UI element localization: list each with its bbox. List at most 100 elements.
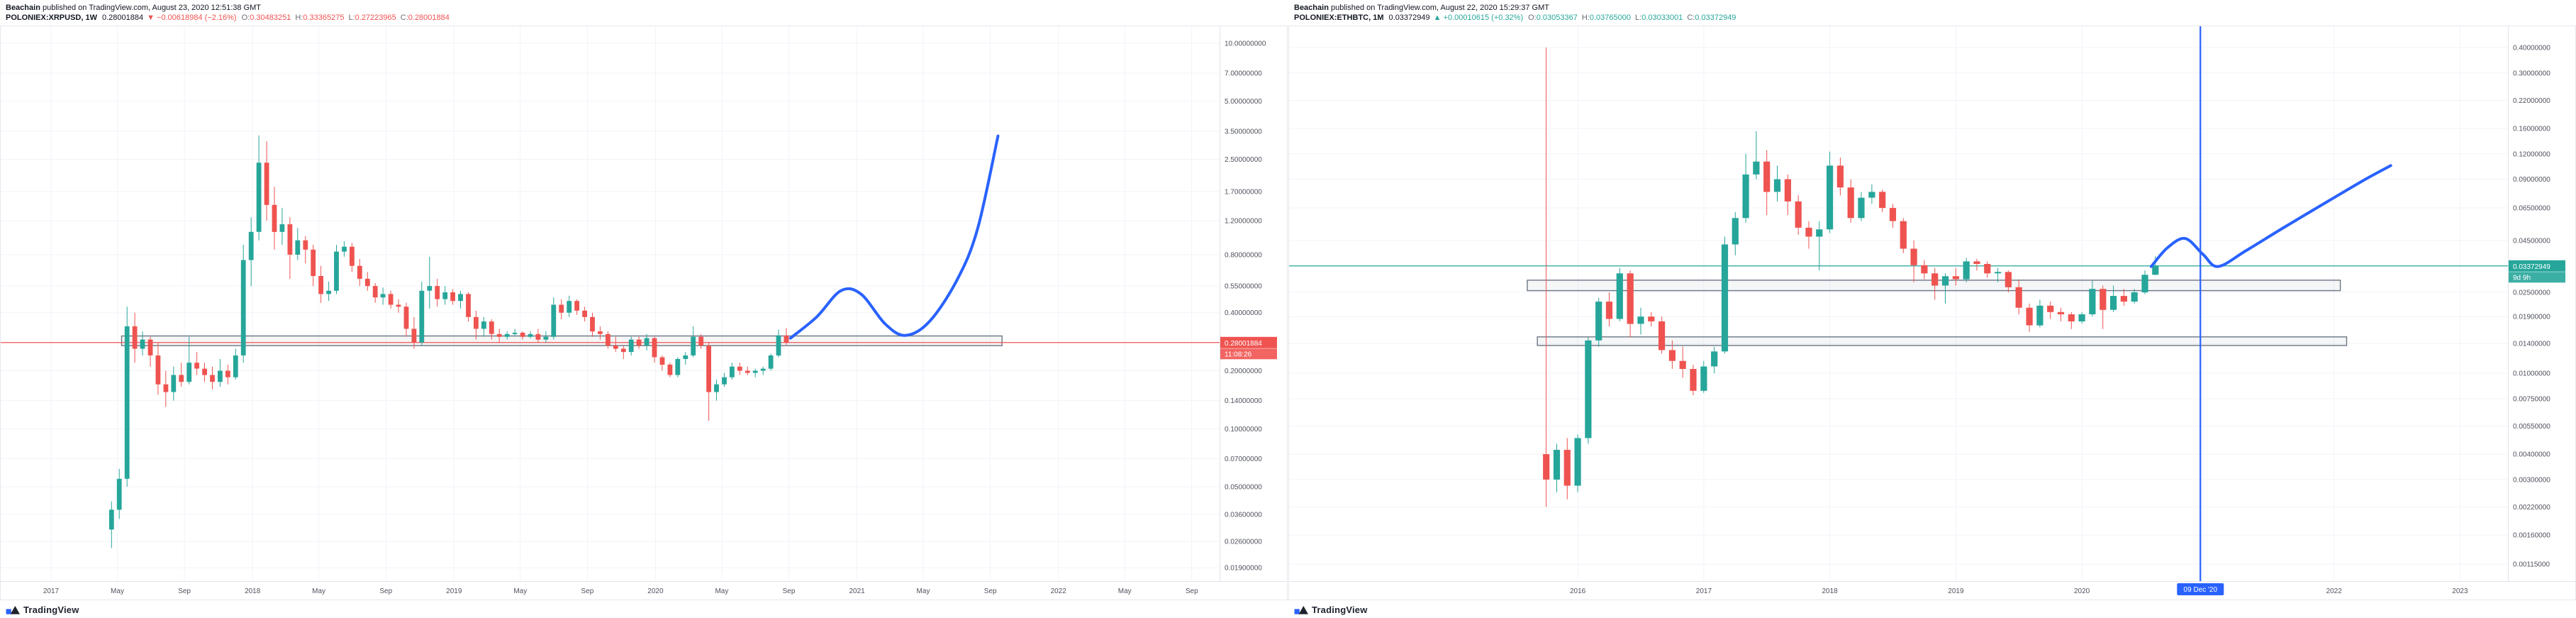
svg-text:2019: 2019 [1948,587,1964,595]
ohlc-low-value: 0.27223965 [355,13,396,22]
svg-text:0.00550000: 0.00550000 [2513,423,2550,431]
svg-text:0.05000000: 0.05000000 [1225,484,1262,492]
ohlc-open-label: O: [241,13,250,22]
grid [1,26,1220,581]
svg-text:2017: 2017 [43,587,60,595]
support-resistance-box[interactable] [1537,336,2348,346]
chart-panel-xrpusd: Beachain published on TradingView.com, A… [0,4,1288,615]
svg-text:0.40000000: 0.40000000 [2513,45,2550,53]
svg-text:0.00300000: 0.00300000 [2513,476,2550,484]
svg-text:0.01000000: 0.01000000 [2513,370,2550,378]
time-axis[interactable]: 2017 May Sep 2018 May Sep 2019 May Sep 2020 May Sep… [43,587,1198,595]
candles [108,136,789,548]
symbol-name[interactable]: POLONIEX:XRPUSD, 1W [6,13,97,22]
svg-text:2020: 2020 [647,587,664,595]
svg-text:0.28001884: 0.28001884 [1225,340,1262,348]
svg-text:May: May [111,587,124,595]
chart-area-ethbtc[interactable]: 0.40000000 0.30000000 0.22000000 0.16000000… [1288,26,2576,600]
date-axis-label: 09 Dec '20 [2177,583,2224,595]
svg-text:0.00160000: 0.00160000 [2513,532,2550,540]
tradingview-logo-icon [1294,605,1308,614]
svg-text:0.01900000: 0.01900000 [1225,565,1262,573]
ohlc-close-value: 0.28001884 [408,13,450,22]
support-resistance-box[interactable] [121,335,1003,346]
svg-text:10.00000000: 10.00000000 [1225,40,1266,48]
ohlc-high-value: 0.33365275 [303,13,345,22]
author-link[interactable]: Beachain [1294,4,1329,12]
author-link[interactable]: Beachain [6,4,40,12]
symbol-legend: POLONIEX:XRPUSD, 1W 0.28001884 ▼ −0.006189… [6,13,454,23]
publish-line: Beachain published on TradingView.com, A… [6,4,261,13]
svg-text:May: May [312,587,325,595]
svg-text:0.04500000: 0.04500000 [2513,237,2550,245]
publish-line: Beachain published on TradingView.com, A… [1294,4,1549,13]
ohlc-low-label: L: [348,13,355,22]
ohlc-low-value: 0.03033001 [1641,13,1683,22]
svg-text:2023: 2023 [2452,587,2468,595]
ohlc-open: O:0.03053367 [1528,13,1578,22]
svg-text:Sep: Sep [581,587,594,595]
price-axis[interactable]: 10.00000000 7.00000000 5.00000000 3.5000000… [1225,40,1266,572]
svg-text:Sep: Sep [783,587,796,595]
ohlc-open-value: 0.30483251 [250,13,291,22]
svg-text:09 Dec '20: 09 Dec '20 [2184,586,2218,594]
svg-text:2020: 2020 [2074,587,2090,595]
bar-close-countdown: 9d 9h [2513,274,2531,282]
ohlc-open: O:0.30483251 [242,13,291,22]
ohlc-high-value: 0.03765000 [1589,13,1631,22]
publish-info: published on TradingView.com, August 23,… [40,4,261,12]
price-change: ▼ −0.00618984 (−2.16%) [147,13,237,22]
price-chart-svg-xrpusd[interactable]: 10.00000000 7.00000000 5.00000000 3.5000000… [1,26,1287,600]
last-price: 0.28001884 [101,13,144,22]
tradingview-wordmark: TradingView [23,605,79,615]
svg-text:0.01400000: 0.01400000 [2513,341,2550,348]
svg-text:0.16000000: 0.16000000 [2513,126,2550,133]
svg-text:0.40000000: 0.40000000 [1225,309,1262,317]
projection-curve[interactable] [788,134,1000,340]
svg-text:0.09000000: 0.09000000 [2513,176,2550,184]
svg-text:2018: 2018 [1822,587,1838,595]
time-axis[interactable]: 2016 2017 2018 2019 2020 2022 2023 [1570,587,2468,595]
ohlc-low: L:0.27223965 [348,13,396,22]
svg-text:May: May [917,587,930,595]
svg-text:0.03600000: 0.03600000 [1225,511,1262,519]
svg-text:0.00115000: 0.00115000 [2513,561,2550,569]
chart-panel-ethbtc: Beachain published on TradingView.com, A… [1288,0,2576,618]
svg-text:5.00000000: 5.00000000 [1225,98,1262,106]
svg-text:Sep: Sep [984,587,997,595]
svg-text:Sep: Sep [379,587,392,595]
svg-text:0.80000000: 0.80000000 [1225,251,1262,259]
symbol-legend: POLONIEX:ETHBTC, 1M 0.03372949 ▲ +0.000106… [1294,13,1740,23]
projection-curve[interactable] [2149,164,2392,268]
ohlc-high: H:0.03765000 [1582,13,1631,22]
svg-text:0.10000000: 0.10000000 [1225,426,1262,434]
svg-text:Sep: Sep [178,587,191,595]
chart-area-xrpusd[interactable]: 10.00000000 7.00000000 5.00000000 3.5000000… [0,26,1288,600]
ohlc-low-label: L: [1635,13,1642,22]
svg-text:2016: 2016 [1570,587,1586,595]
ohlc-close-label: C: [400,13,408,22]
svg-text:Sep: Sep [1186,587,1198,595]
price-axis-label: 0.28001884 11:08:26 [1220,336,1277,360]
ohlc-close: C:0.28001884 [401,13,450,22]
price-axis[interactable]: 0.40000000 0.30000000 0.22000000 0.16000000… [2513,45,2550,569]
price-chart-svg-ethbtc[interactable]: 0.40000000 0.30000000 0.22000000 0.16000000… [1289,26,2575,600]
svg-text:May: May [513,587,527,595]
symbol-name[interactable]: POLONIEX:ETHBTC, 1M [1294,13,1384,22]
svg-text:0.07000000: 0.07000000 [1225,456,1262,463]
svg-text:2.50000000: 2.50000000 [1225,156,1262,164]
svg-text:1.70000000: 1.70000000 [1225,189,1262,197]
ohlc-close: C:0.03372949 [1687,13,1736,22]
svg-text:0.22000000: 0.22000000 [2513,97,2550,105]
candles [1543,48,2159,507]
svg-text:7.00000000: 7.00000000 [1225,70,1262,78]
ohlc-open-value: 0.03053367 [1536,13,1578,22]
svg-text:0.30000000: 0.30000000 [2513,70,2550,77]
svg-text:2022: 2022 [1051,587,1067,595]
tradingview-wordmark: TradingView [1312,605,1368,615]
svg-text:0.00220000: 0.00220000 [2513,504,2550,512]
tradingview-logo[interactable]: TradingView [1294,605,1368,615]
svg-text:0.00750000: 0.00750000 [2513,395,2550,403]
tradingview-logo[interactable]: TradingView [6,605,79,615]
svg-text:1.20000000: 1.20000000 [1225,218,1262,226]
